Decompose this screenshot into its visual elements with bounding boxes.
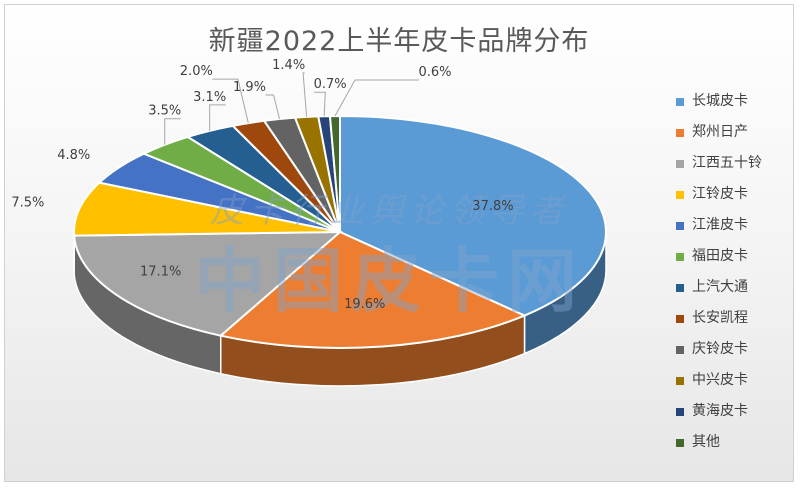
legend-item-10: 黄海皮卡: [672, 396, 792, 427]
data-label-5: 3.5%: [148, 104, 181, 119]
data-label-0: 37.8%: [472, 199, 513, 214]
legend-swatch-2: [676, 160, 684, 168]
legend-item-1: 郑州日产: [672, 117, 792, 148]
legend-swatch-9: [676, 377, 684, 385]
legend-label-8: 庆铃皮卡: [692, 341, 748, 357]
legend-label-5: 福田皮卡: [692, 248, 748, 264]
pie-top-layer: [73, 114, 607, 349]
leader-line-6: [209, 104, 226, 131]
legend-label-6: 上汽大通: [692, 279, 748, 295]
legend-item-9: 中兴皮卡: [672, 365, 792, 396]
data-label-2: 17.1%: [140, 265, 181, 280]
chart-title: 新疆2022上半年皮卡品牌分布: [208, 26, 590, 57]
legend: 长城皮卡郑州日产江西五十铃江铃皮卡江淮皮卡福田皮卡上汽大通长安凯程庆铃皮卡中兴皮…: [672, 86, 792, 458]
legend-label-3: 江铃皮卡: [692, 186, 748, 202]
data-label-8: 1.9%: [233, 80, 266, 95]
legend-item-3: 江铃皮卡: [672, 179, 792, 210]
leader-line-10: [314, 91, 326, 117]
legend-item-8: 庆铃皮卡: [672, 334, 792, 365]
leader-line-5: [164, 118, 181, 145]
legend-swatch-8: [676, 346, 684, 354]
legend-item-7: 长安凯程: [672, 303, 792, 334]
data-label-9: 1.4%: [272, 58, 305, 73]
legend-item-6: 上汽大通: [672, 272, 792, 303]
legend-item-4: 江淮皮卡: [672, 210, 792, 241]
legend-swatch-4: [676, 222, 684, 230]
legend-label-0: 长城皮卡: [692, 93, 748, 109]
data-label-4: 4.8%: [57, 148, 90, 163]
legend-swatch-6: [676, 284, 684, 292]
legend-label-1: 郑州日产: [692, 124, 748, 140]
leader-line-9: [302, 72, 308, 117]
legend-swatch-7: [676, 315, 684, 323]
legend-label-9: 中兴皮卡: [692, 372, 748, 388]
data-label-1: 19.6%: [344, 297, 385, 312]
leader-line-11: [334, 79, 419, 117]
data-label-10: 0.7%: [314, 77, 347, 92]
pie-slice-3: [73, 181, 341, 237]
legend-label-7: 长安凯程: [692, 310, 748, 326]
data-label-7: 2.0%: [180, 64, 213, 79]
data-label-3: 7.5%: [11, 196, 44, 211]
leader-line-7: [212, 78, 249, 124]
legend-swatch-3: [676, 191, 684, 199]
pie-slice-1: [218, 230, 528, 349]
legend-item-11: 其他: [672, 427, 792, 458]
legend-label-4: 江淮皮卡: [692, 217, 748, 233]
data-label-11: 0.6%: [418, 65, 451, 80]
pie-slice-0: [339, 114, 607, 317]
leader-line-8: [265, 94, 281, 120]
legend-swatch-5: [676, 253, 684, 261]
pie-slice-2: [73, 230, 343, 337]
data-label-6: 3.1%: [193, 90, 226, 105]
legend-label-2: 江西五十铃: [692, 155, 762, 171]
legend-item-5: 福田皮卡: [672, 241, 792, 272]
legend-swatch-10: [676, 408, 684, 416]
legend-swatch-0: [676, 98, 684, 106]
legend-label-11: 其他: [692, 434, 720, 450]
legend-item-0: 长城皮卡: [672, 86, 792, 117]
legend-label-10: 黄海皮卡: [692, 403, 748, 419]
legend-swatch-11: [676, 439, 684, 447]
pie-labels-layer: 37.8% 19.6% 17.1% 7.5% 4.8% 3.5% 3.1% 2.0% 1.9% 1…: [11, 58, 513, 312]
legend-item-2: 江西五十铃: [672, 148, 792, 179]
legend-swatch-1: [676, 129, 684, 137]
